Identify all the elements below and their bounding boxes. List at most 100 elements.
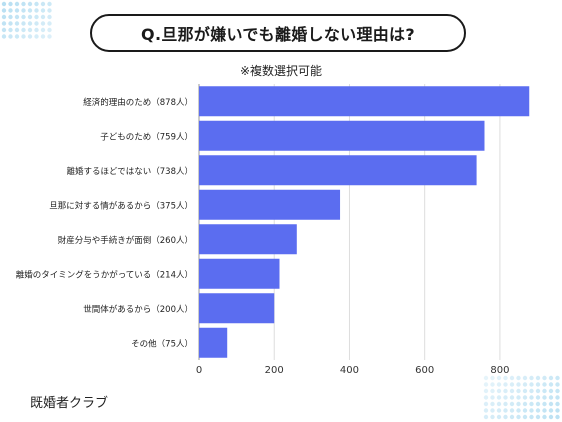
dot <box>34 27 39 33</box>
dot <box>542 408 547 413</box>
dot <box>490 375 495 381</box>
dot <box>535 401 541 407</box>
dot <box>27 8 33 13</box>
dot <box>555 388 560 394</box>
dot <box>503 375 508 381</box>
dot <box>483 401 489 407</box>
dot <box>47 34 52 39</box>
x-tick-label: 200 <box>265 365 284 376</box>
decorative-dots-bottom-right <box>483 375 560 420</box>
dot <box>483 395 489 400</box>
dot <box>496 395 502 400</box>
brand-label: 既婚者クラブ <box>30 396 109 411</box>
x-tick-label: 0 <box>196 365 202 376</box>
dot <box>542 375 547 381</box>
dot <box>47 21 52 26</box>
dot <box>490 408 495 413</box>
dot <box>40 27 46 33</box>
dot <box>14 27 20 33</box>
dot <box>490 401 495 407</box>
dot <box>496 401 502 407</box>
dot <box>8 8 13 13</box>
dot <box>40 34 46 39</box>
dot <box>529 408 534 413</box>
dot <box>516 414 521 420</box>
dot <box>529 401 534 407</box>
y-tick-label: 経済的理由のため（878人） <box>83 97 193 108</box>
dot <box>516 395 521 400</box>
y-tick-label: 財産分与や手続きが面倒（260人） <box>58 235 193 246</box>
dot <box>509 388 515 394</box>
dot <box>21 1 26 7</box>
dot <box>542 395 547 400</box>
dot <box>503 414 508 420</box>
dot <box>1 34 7 39</box>
dot <box>40 1 46 7</box>
y-tick-label: その他（75人） <box>131 338 193 349</box>
dot <box>34 21 39 26</box>
bar <box>199 258 280 289</box>
dot <box>47 8 52 13</box>
bar <box>199 293 275 324</box>
dot <box>47 14 52 20</box>
dot <box>483 382 489 387</box>
dot <box>14 34 20 39</box>
dot <box>516 375 521 381</box>
dot <box>529 375 534 381</box>
dot <box>503 388 508 394</box>
dot <box>1 8 7 13</box>
dot <box>522 414 528 420</box>
dot <box>34 8 39 13</box>
dot <box>21 21 26 26</box>
dot <box>483 388 489 394</box>
dot <box>1 27 7 33</box>
y-tick-label: 旦那に対する情があるから（375人） <box>49 200 193 211</box>
dot <box>14 21 20 26</box>
x-tick-label: 600 <box>415 365 434 376</box>
dot <box>548 375 554 381</box>
dot <box>483 375 489 381</box>
dot <box>542 401 547 407</box>
dot <box>522 382 528 387</box>
y-tick-label: 離婚するほどではない（738人） <box>66 166 193 177</box>
dot <box>496 375 502 381</box>
dot <box>542 414 547 420</box>
dot <box>490 414 495 420</box>
dot <box>496 382 502 387</box>
dot <box>27 27 33 33</box>
dot <box>555 401 560 407</box>
dot <box>509 395 515 400</box>
dot <box>529 382 534 387</box>
dot <box>496 414 502 420</box>
dot <box>542 382 547 387</box>
chart-subtitle: ※複数選択可能 <box>239 64 323 78</box>
dot <box>21 27 26 33</box>
dot <box>516 401 521 407</box>
dot <box>516 408 521 413</box>
dot <box>483 408 489 413</box>
dot <box>522 408 528 413</box>
dot <box>40 21 46 26</box>
dot <box>47 27 52 33</box>
dot <box>27 1 33 7</box>
dot <box>14 1 20 7</box>
dot <box>21 8 26 13</box>
dot <box>522 395 528 400</box>
dot <box>509 408 515 413</box>
dot <box>490 388 495 394</box>
dot <box>503 401 508 407</box>
y-tick-label: 子どものため（759人） <box>100 131 193 142</box>
dot <box>522 388 528 394</box>
dot <box>522 375 528 381</box>
dot <box>548 401 554 407</box>
dot <box>509 382 515 387</box>
dot <box>555 414 560 420</box>
dot <box>8 34 13 39</box>
dot <box>40 14 46 20</box>
y-tick-label: 世間体があるから（200人） <box>83 304 193 315</box>
dot <box>503 408 508 413</box>
dot <box>529 395 534 400</box>
dot <box>555 395 560 400</box>
dot <box>496 408 502 413</box>
